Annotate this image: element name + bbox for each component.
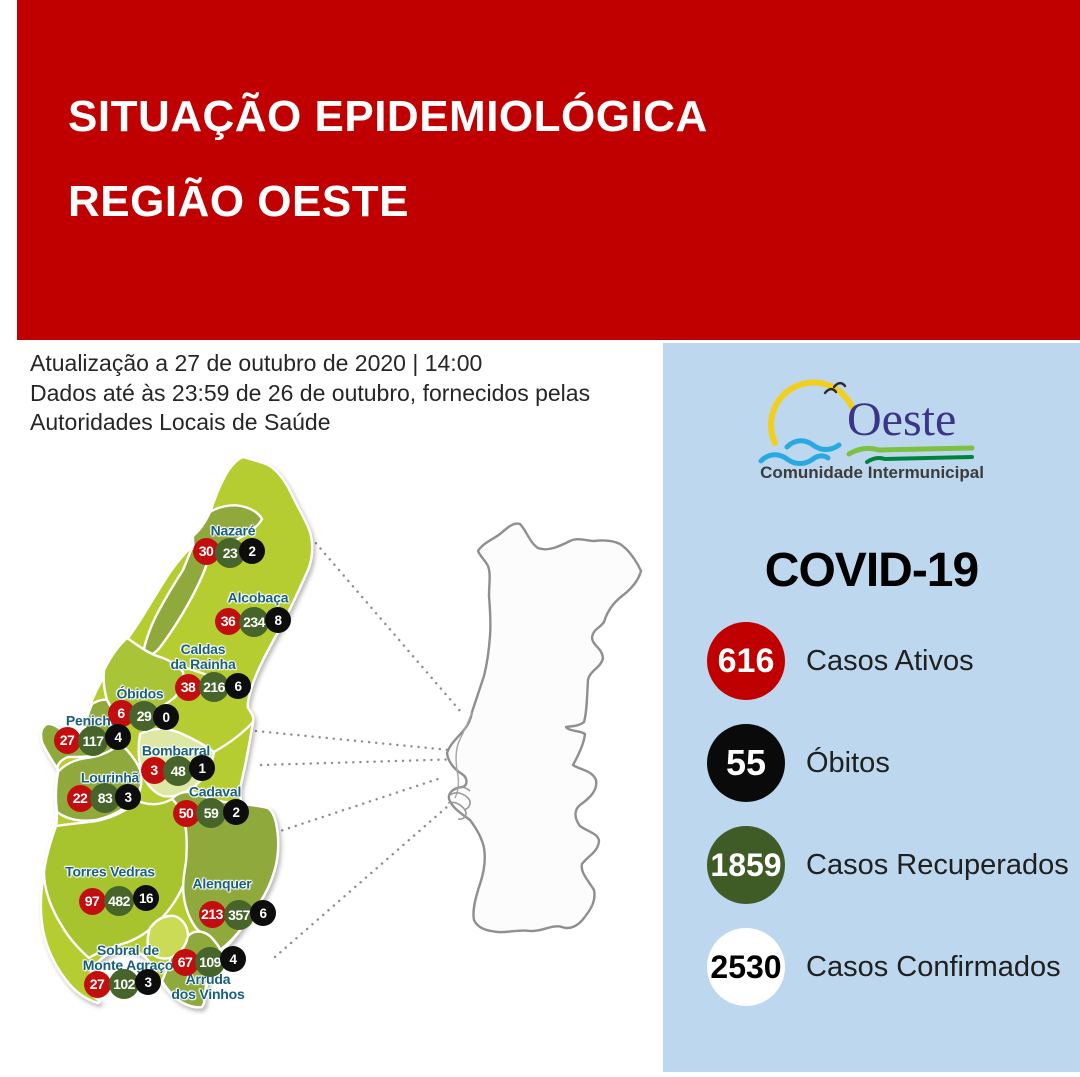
logo-brand-text: Oeste [847,393,956,446]
oeste-municipalities-shape [39,455,314,1009]
page-title-line2: REGIÃO OESTE [68,177,409,226]
stat-row: 2530 Casos Confirmados [707,928,1069,1006]
stat-label: Óbitos [806,746,890,779]
portugal-outline-map [445,522,643,934]
dotted-connector-lines [254,525,466,959]
stat-circle: 55 [707,724,785,802]
stat-row: 55 Óbitos [707,724,1069,802]
update-line1: Atualização a 27 de outubro de 2020 | 14… [30,350,483,376]
stat-circle: 2530 [707,928,785,1006]
stat-circle: 1859 [707,826,785,904]
sidebar-panel: Oeste Comunidade Intermunicipal COVID-19… [663,343,1080,1072]
stat-label: Casos Recuperados [806,848,1069,881]
stat-label: Casos Confirmados [806,950,1061,983]
stat-row: 1859 Casos Recuperados [707,826,1069,904]
update-info: Atualização a 27 de outubro de 2020 | 14… [30,349,590,438]
stat-label: Casos Ativos [806,644,974,677]
logo-sun-arc-icon [767,379,855,446]
page-title-line1: SITUAÇÃO EPIDEMIOLÓGICA [68,92,708,141]
oeste-region-map [39,455,643,1009]
logo-waves-icon [758,438,974,466]
oeste-cim-logo: Oeste Comunidade Intermunicipal [758,379,984,482]
stat-circle: 616 [707,622,785,700]
bottom-strip [0,1072,1080,1077]
update-line3: Autoridades Locais de Saúde [30,409,331,435]
covid19-title: COVID-19 [764,544,979,597]
stat-row: 616 Casos Ativos [707,622,1069,700]
header-banner: SITUAÇÃO EPIDEMIOLÓGICA REGIÃO OESTE [17,0,1080,340]
tejo-estuary-scribble [447,786,471,820]
update-line2: Dados até às 23:59 de 26 de outubro, for… [30,379,591,406]
logo-birds-icon [823,381,846,395]
border-caldas-cadaval [213,721,254,754]
logo-subtitle-text: Comunidade Intermunicipal [760,463,984,482]
stats-list: 616 Casos Ativos 55 Óbitos 1859 Casos Recuper… [707,622,1069,1030]
